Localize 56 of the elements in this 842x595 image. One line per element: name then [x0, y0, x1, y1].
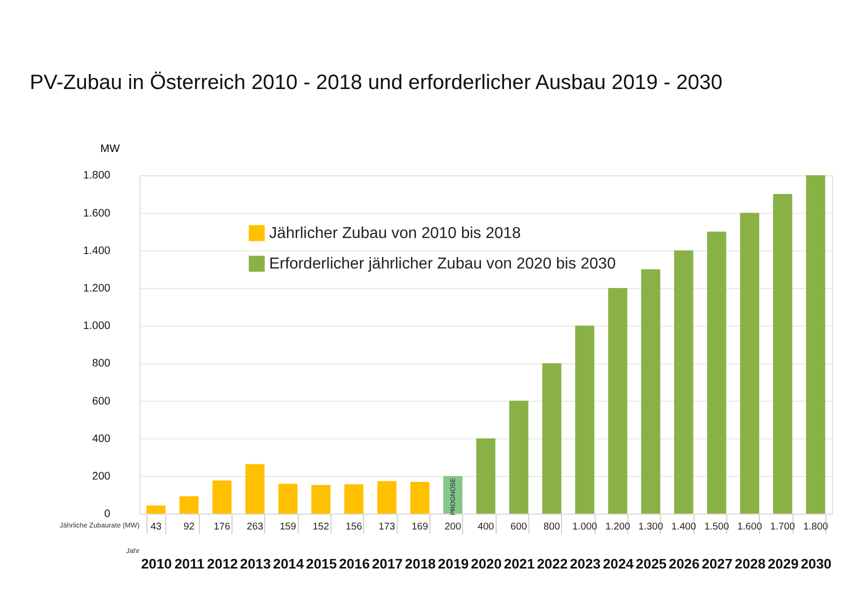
x-tick-label: 2013: [240, 556, 272, 572]
data-label: 156: [346, 521, 363, 532]
data-label: 1.800: [803, 521, 828, 532]
data-label: 1.400: [671, 521, 697, 532]
x-tick-label: 2025: [636, 556, 667, 572]
x-tick-label: 2023: [570, 556, 601, 572]
y-tick-label: 0: [104, 508, 110, 520]
data-label: 1.300: [638, 521, 664, 532]
data-label: 173: [378, 521, 396, 532]
y-tick-label: 1.600: [83, 207, 110, 220]
y-tick-label: 1.800: [83, 170, 110, 182]
data-label: 169: [412, 521, 429, 532]
data-label: 159: [280, 521, 297, 532]
x-tick-label: 2028: [734, 556, 766, 572]
legend-label: Jährlicher Zubau von 2010 bis 2018: [269, 225, 521, 242]
legend-label: Erforderlicher jährlicher Zubau von 2020 bis 2030: [269, 256, 616, 273]
x-tick-label: 2014: [273, 556, 304, 572]
data-label: 176: [214, 521, 231, 532]
x-tick-label: 2015: [306, 556, 338, 572]
y-tick-label: 1.400: [83, 244, 110, 257]
x-tick-label: 2019: [438, 556, 470, 572]
data-label: 152: [312, 521, 330, 532]
y-tick-label: 1.000: [83, 320, 110, 332]
y-tick-label: 600: [92, 395, 110, 408]
data-label: 200: [444, 521, 462, 532]
data-label: 43: [150, 521, 162, 532]
x-tick-label: 2020: [470, 556, 502, 572]
x-tick-label: 2026: [668, 556, 700, 572]
y-axis-title: MW: [100, 142, 120, 155]
x-tick-label: 2010: [141, 556, 172, 572]
x-tick-label: 2011: [174, 556, 205, 572]
x-tick-label: 2017: [372, 556, 404, 572]
data-label: 1.600: [737, 521, 763, 532]
x-tick-label: 2016: [338, 556, 370, 572]
y-tick-label: 1.200: [83, 282, 110, 294]
data-label: 800: [544, 521, 561, 532]
data-label: 1.700: [770, 521, 796, 532]
data-label: 400: [478, 521, 495, 532]
x-tick-label: 2012: [207, 556, 238, 572]
data-label: 1.500: [704, 521, 730, 532]
x-tick-label: 2018: [404, 556, 436, 572]
y-tick-label: 400: [92, 432, 110, 445]
data-label: 263: [246, 521, 264, 532]
y-tick-label: 800: [92, 358, 110, 370]
data-label: 1.000: [572, 521, 598, 532]
x-tick-label: 2029: [768, 556, 799, 572]
data-label: 1.200: [605, 521, 631, 532]
data-label: 92: [183, 521, 194, 532]
x-tick-label: 2030: [800, 556, 832, 572]
data-label: 600: [510, 521, 528, 532]
x-tick-label: 2027: [702, 556, 733, 572]
x-tick-label: 2022: [536, 556, 568, 572]
chart-title: PV-Zubau in Österreich 2010 - 2018 und erforderlicher Ausbau 2019 - 2030: [30, 71, 722, 94]
x-tick-label: 2021: [504, 556, 535, 572]
y-tick-label: 200: [92, 470, 110, 482]
x-tick-label: 2024: [602, 556, 634, 572]
